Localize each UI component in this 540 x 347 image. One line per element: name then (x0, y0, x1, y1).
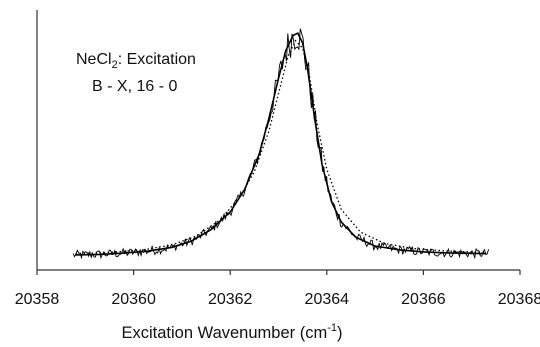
x-tick-label: 20360 (111, 291, 156, 308)
dotted-fit-line (75, 39, 487, 255)
x-axis-ticks: 20358 20360 20362 20364 20366 20368 (15, 270, 540, 308)
annotation-species: NeCl2: Excitation (76, 51, 196, 71)
x-tick-label: 20364 (305, 291, 350, 308)
experimental-trace (72, 28, 490, 260)
x-tick-label: 20362 (208, 291, 253, 308)
x-tick-label: 20368 (498, 291, 540, 308)
x-tick-label: 20358 (15, 291, 60, 308)
plot-area (72, 28, 490, 260)
annotation-transition: B - X, 16 - 0 (92, 78, 177, 95)
x-tick-label: 20366 (401, 291, 446, 308)
x-axis-label: Excitation Wavenumber (cm-1) (122, 322, 343, 342)
